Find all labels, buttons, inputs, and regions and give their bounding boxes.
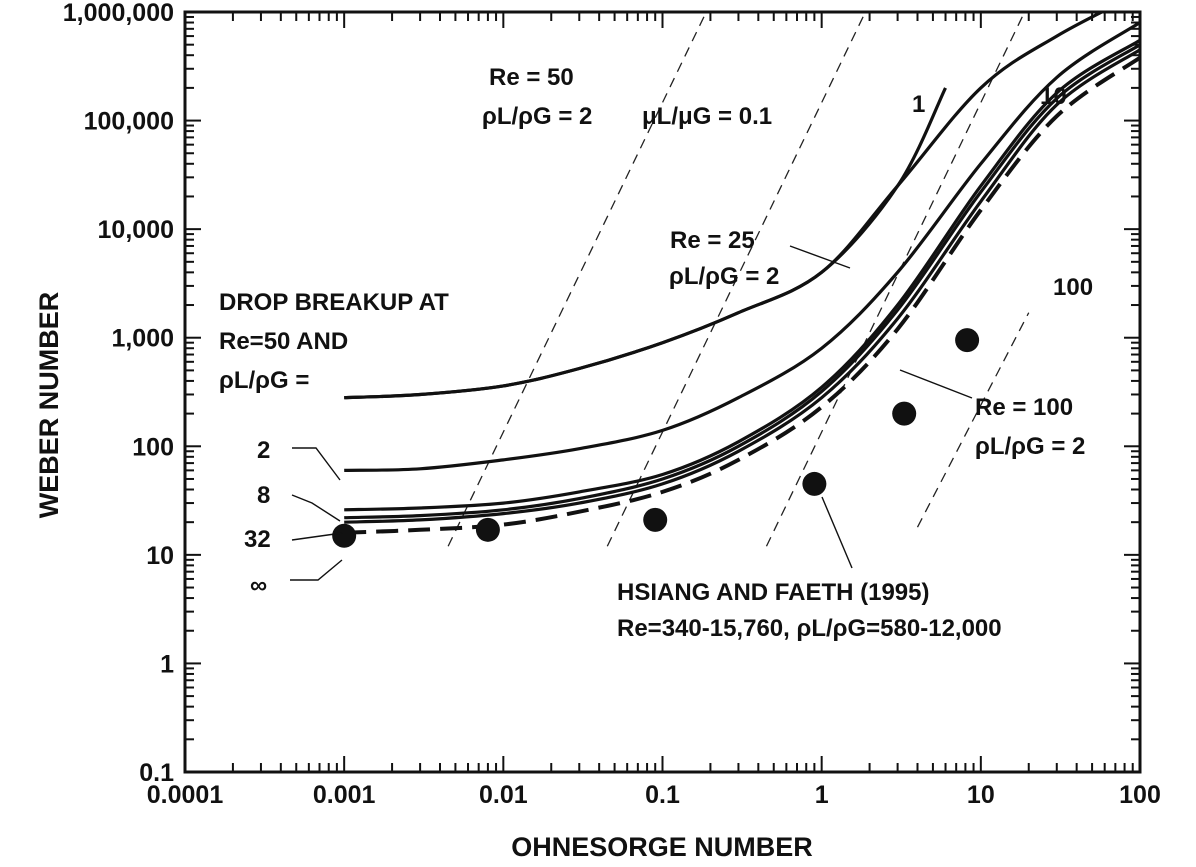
drop-breakup-line1: DROP BREAKUP AT bbox=[219, 289, 449, 316]
y-tick-label: 0.1 bbox=[139, 759, 174, 787]
breakup-curve-2 bbox=[344, 12, 1106, 400]
breakup-curve-6 bbox=[344, 48, 1140, 524]
ratio-label-8: 8 bbox=[257, 482, 270, 509]
leader-ratio-8 bbox=[291, 494, 341, 522]
x-axis-title: OHNESORGE NUMBER bbox=[511, 832, 813, 862]
hsiang-label-line2: Re=340-15,760, ρL/ρG=580-12,000 bbox=[617, 615, 1002, 642]
plot-frame bbox=[183, 10, 1142, 774]
data-point bbox=[802, 471, 827, 496]
data-point bbox=[475, 517, 500, 542]
drop-breakup-line3: ρL/ρG = bbox=[219, 367, 309, 394]
y-tick-label: 100 bbox=[132, 433, 174, 461]
x-tick-label: 0.1 bbox=[645, 781, 680, 809]
x-tick-label: 1 bbox=[815, 781, 829, 809]
breakup-curve-3 bbox=[344, 21, 1140, 472]
re100-label: Re = 100 bbox=[975, 394, 1073, 421]
y-tick-label: 100,000 bbox=[84, 108, 174, 136]
y-tick-label: 1 bbox=[160, 650, 174, 678]
leader-ratio-infinity bbox=[290, 559, 343, 581]
viscosity-line-4 bbox=[916, 312, 1030, 528]
x-tick-label: 0.001 bbox=[313, 781, 376, 809]
re25-label: Re = 25 bbox=[670, 227, 755, 254]
data-point bbox=[892, 401, 917, 426]
breakup-curve-1 bbox=[344, 87, 947, 400]
re50-label: Re = 50 bbox=[489, 64, 574, 91]
y-axis-title: WEBER NUMBER bbox=[34, 292, 64, 519]
y-tick-label: 10 bbox=[146, 542, 174, 570]
x-tick-label: 100 bbox=[1119, 781, 1161, 809]
re50-density-label: ρL/ρG = 2 bbox=[482, 103, 592, 130]
viscosity-100-label: 100 bbox=[1053, 274, 1093, 301]
y-tick-label: 1,000 bbox=[111, 325, 174, 353]
leader-re25 bbox=[789, 245, 851, 269]
leader-hsiang bbox=[821, 496, 853, 569]
viscosity-line-1 bbox=[447, 12, 707, 547]
y-tick-label: 1,000,000 bbox=[63, 0, 174, 27]
breakup-curve-4 bbox=[344, 38, 1140, 512]
viscosity-10-label: 10 bbox=[1040, 83, 1067, 110]
drop-breakup-line2: Re=50 AND bbox=[219, 328, 348, 355]
breakup-curve-5 bbox=[344, 43, 1140, 520]
viscosity-line-2 bbox=[606, 12, 867, 547]
re50-density-text: ρL/ρG = 2 bbox=[482, 103, 592, 130]
x-tick-labels: 0.0001 0.001 0.01 0.1 1 10 100 bbox=[147, 781, 1161, 809]
data-point bbox=[643, 507, 668, 532]
ratio-label-infinity: ∞ bbox=[250, 572, 267, 599]
hsiang-label-line1: HSIANG AND FAETH (1995) bbox=[617, 579, 930, 606]
data-point bbox=[332, 523, 357, 548]
y-tick-label: 10,000 bbox=[98, 216, 174, 244]
ratio-label-32: 32 bbox=[244, 526, 271, 553]
viscosity-line-3 bbox=[765, 12, 1026, 547]
leader-ratio-2 bbox=[292, 447, 341, 481]
x-tick-label: 10 bbox=[967, 781, 995, 809]
viscosity-ratio-lines bbox=[447, 12, 1030, 547]
re100-density-label: ρL/ρG = 2 bbox=[975, 433, 1085, 460]
x-tick-label: 0.01 bbox=[479, 781, 528, 809]
hsiang-faeth-points bbox=[332, 328, 980, 548]
viscosity-1-label: 1 bbox=[912, 91, 925, 118]
x-tick-label: 0.0001 bbox=[147, 781, 224, 809]
leader-ratio-32 bbox=[291, 532, 343, 541]
ratio-label-2: 2 bbox=[257, 437, 270, 464]
leader-re100 bbox=[899, 369, 973, 399]
re25-density-label: ρL/ρG = 2 bbox=[669, 263, 779, 290]
viscosity-ratio-label: μL/μG = 0.1 bbox=[642, 103, 772, 130]
data-point bbox=[955, 328, 980, 353]
y-tick-labels: 0.1 1 10 100 1,000 10,000 100,000 1,000,000 bbox=[63, 0, 174, 787]
